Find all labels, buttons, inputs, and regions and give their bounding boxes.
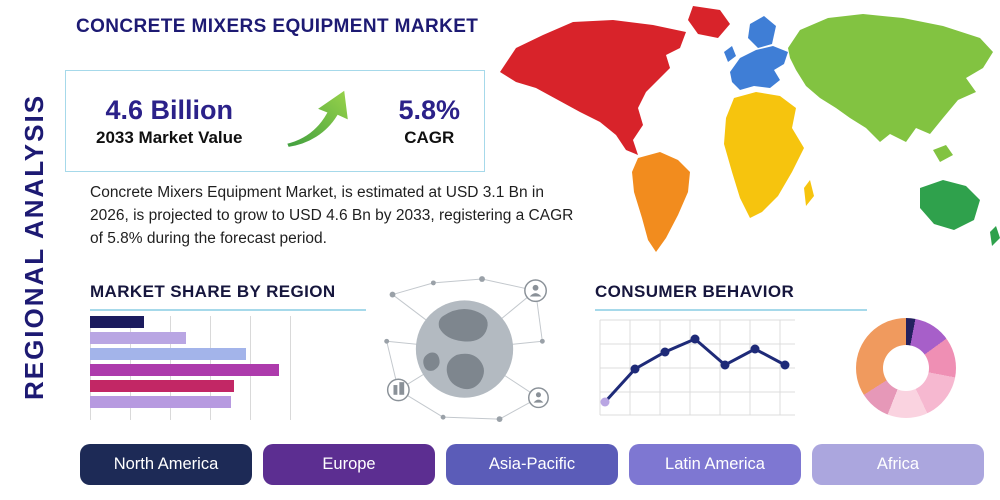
- market-share-bar-1: [90, 332, 186, 344]
- market-share-heading: MARKET SHARE BY REGION: [90, 282, 366, 311]
- region-button-latin-america[interactable]: Latin America: [629, 444, 801, 485]
- market-value-label: 2033 Market Value: [96, 127, 243, 147]
- market-share-bar-5: [90, 396, 231, 408]
- growth-arrow-icon: [283, 85, 357, 150]
- region-button-europe[interactable]: Europe: [263, 444, 435, 485]
- market-description: Concrete Mixers Equipment Market, is est…: [90, 184, 574, 247]
- side-vertical-label: REGIONAL ANALYSIS: [19, 93, 49, 401]
- market-share-bar-2: [90, 348, 246, 360]
- page-title: CONCRETE MIXERS EQUIPMENT MARKET: [76, 16, 479, 37]
- market-share-bar-3: [90, 364, 279, 376]
- cagr-stat: 5.8% CAGR: [398, 95, 460, 148]
- consumer-behavior-heading: CONSUMER BEHAVIOR: [595, 282, 867, 311]
- world-map: [500, 6, 1000, 252]
- consumer-behavior-plot: [599, 319, 795, 416]
- region-button-row: North America Europe Asia-Pacific Latin …: [80, 444, 984, 485]
- market-share-bar-4: [90, 380, 234, 392]
- market-value-stat: 4.6 Billion 2033 Market Value: [96, 95, 242, 148]
- headline-stats-panel: 4.6 Billion 2033 Market Value 5.8% CAGR: [65, 70, 485, 172]
- market-share-bar-0: [90, 316, 144, 328]
- region-button-asia-pacific[interactable]: Asia-Pacific: [446, 444, 618, 485]
- region-button-north-america[interactable]: North America: [80, 444, 252, 485]
- consumer-donut: [856, 318, 956, 418]
- market-share-bars: [90, 316, 304, 420]
- network-node-icons: [386, 279, 549, 409]
- region-button-africa[interactable]: Africa: [812, 444, 984, 485]
- market-value-number: 4.6 Billion: [105, 94, 233, 125]
- globe-network-icon: [384, 276, 549, 423]
- cagr-number: 5.8%: [398, 94, 460, 125]
- cagr-label: CAGR: [404, 127, 455, 147]
